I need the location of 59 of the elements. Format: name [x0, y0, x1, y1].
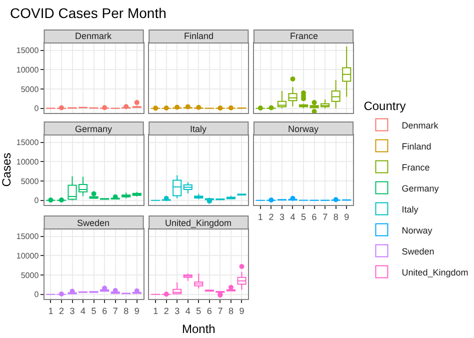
y-tick-label: 15000: [16, 232, 40, 242]
chart-subtitle: Denmark: [75, 31, 112, 41]
y-tick-label: 15000: [16, 46, 40, 56]
x-tick-label: 7: [322, 212, 328, 222]
x-tick-label: 2: [268, 212, 274, 222]
x-tick-label: 5: [196, 306, 202, 316]
x-tick-label: 7: [112, 306, 118, 316]
chart-subtitle: France: [290, 31, 318, 41]
legend-title: Country: [364, 99, 406, 114]
x-tick-label: 1: [153, 306, 158, 316]
legend-label: Finland: [402, 141, 432, 152]
chart-subtitle: Norway: [288, 124, 320, 134]
x-tick-label: 4: [290, 212, 296, 222]
legend-label: United_Kingdom: [402, 267, 468, 278]
x-tick-label: 4: [80, 306, 86, 316]
chart-subtitle: Germany: [75, 124, 113, 134]
y-tick-label: 15000: [16, 138, 40, 148]
x-tick-label: 8: [124, 306, 129, 316]
legend-label: Germany: [402, 183, 440, 194]
x-axis-title: Month: [182, 322, 216, 336]
x-tick-label: 3: [174, 306, 180, 316]
chart-subtitle: Italy: [190, 124, 208, 134]
legend-label: Denmark: [402, 120, 439, 130]
x-tick-label: 1: [258, 212, 263, 222]
y-tick-label: 10000: [16, 157, 40, 166]
x-tick-label: 9: [344, 212, 350, 222]
y-axis-title: Cases: [0, 152, 14, 187]
x-tick-label: 9: [239, 306, 244, 316]
x-tick-label: 6: [102, 306, 108, 316]
x-tick-label: 8: [228, 306, 234, 316]
y-tick-label: 0: [34, 104, 40, 114]
x-tick-label: 9: [134, 306, 140, 316]
x-tick-label: 3: [70, 306, 75, 316]
x-tick-label: 1: [48, 306, 54, 316]
chart-subtitle: Finland: [184, 31, 214, 41]
legend-label: Sweden: [402, 246, 434, 256]
y-tick-label: 0: [34, 196, 40, 206]
chart-title: COVID Cases Per Month: [10, 5, 166, 21]
x-tick-label: 2: [164, 306, 169, 316]
y-tick-label: 10000: [16, 251, 40, 260]
y-tick-label: 5000: [20, 270, 40, 280]
x-tick-label: 8: [333, 212, 338, 222]
legend-label: Norway: [402, 225, 433, 236]
x-tick-label: 2: [58, 306, 64, 316]
x-tick-label: 5: [91, 306, 96, 316]
legend-label: France: [402, 162, 430, 172]
x-tick-label: 3: [279, 212, 284, 222]
chart-subtitle: United_Kingdom: [165, 218, 232, 228]
x-tick-label: 7: [218, 306, 223, 316]
x-tick-label: 5: [301, 212, 306, 222]
x-tick-label: 4: [185, 306, 190, 316]
y-tick-label: 5000: [20, 176, 40, 186]
x-tick-label: 6: [206, 306, 212, 316]
y-tick-label: 10000: [16, 65, 40, 74]
x-tick-label: 6: [312, 212, 317, 222]
chart-subtitle: Sweden: [77, 218, 110, 228]
y-tick-label: 0: [34, 290, 40, 300]
y-tick-label: 5000: [20, 84, 40, 94]
legend-label: Italy: [402, 204, 419, 214]
